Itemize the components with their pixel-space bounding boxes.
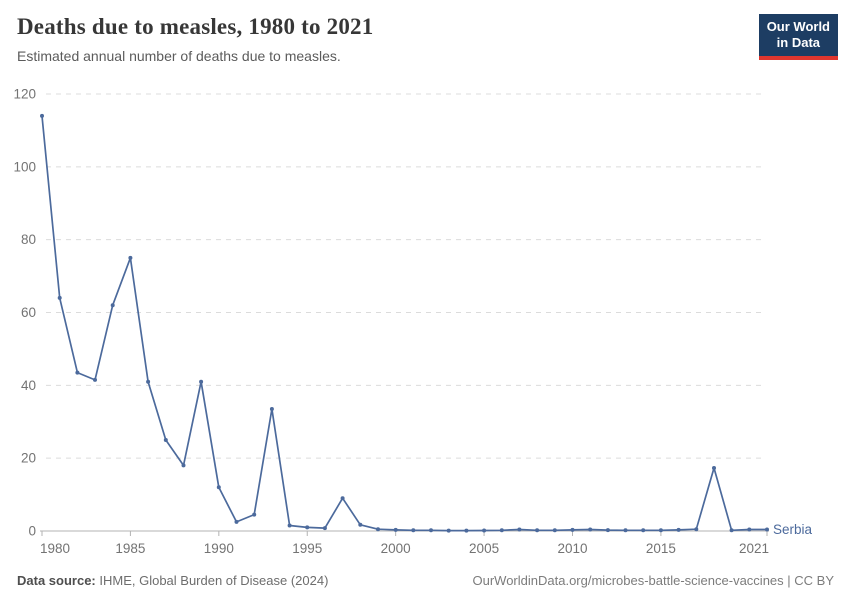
x-axis-tick-label: 1980 [40, 541, 70, 556]
y-axis-tick-label: 80 [21, 232, 36, 247]
data-point[interactable] [252, 512, 257, 517]
data-point[interactable] [552, 528, 557, 533]
data-source-text: IHME, Global Burden of Disease (2024) [95, 573, 329, 588]
chart-header: Deaths due to measles, 1980 to 2021 Esti… [17, 14, 757, 64]
data-point[interactable] [676, 527, 681, 532]
chart-footer: Data source: IHME, Global Burden of Dise… [0, 573, 850, 588]
data-point[interactable] [199, 379, 204, 384]
data-point[interactable] [216, 485, 221, 490]
data-point[interactable] [128, 255, 133, 260]
data-point[interactable] [517, 527, 522, 532]
data-source-note: Data source: IHME, Global Burden of Dise… [17, 573, 328, 588]
data-point[interactable] [358, 522, 363, 527]
x-axis-tick-label: 1985 [115, 541, 145, 556]
data-point[interactable] [429, 528, 433, 533]
data-point[interactable] [712, 466, 716, 470]
entity-label-serbia[interactable]: Serbia [773, 522, 813, 537]
data-point[interactable] [765, 527, 769, 532]
y-axis-tick-label: 40 [21, 378, 36, 393]
x-axis-tick-label: 2005 [469, 541, 499, 556]
y-axis-tick-label: 120 [13, 87, 36, 102]
data-point[interactable] [376, 527, 380, 532]
chart-subtitle: Estimated annual number of deaths due to… [17, 48, 341, 64]
y-axis-tick-label: 0 [28, 524, 36, 539]
data-point[interactable] [641, 528, 646, 533]
chart-title: Deaths due to measles, 1980 to 2021 [17, 14, 374, 39]
x-axis-tick-label: 1995 [292, 541, 322, 556]
x-axis-tick-label: 2021 [739, 541, 769, 556]
data-point[interactable] [163, 438, 168, 442]
data-point[interactable] [588, 527, 593, 532]
owid-logo-line1: Our World [766, 19, 830, 34]
x-axis-tick-label: 1990 [204, 541, 234, 556]
data-point[interactable] [729, 528, 734, 533]
data-point[interactable] [446, 528, 451, 533]
x-axis-tick-label: 2000 [381, 541, 411, 556]
y-axis-tick-label: 100 [13, 159, 36, 174]
data-source-label: Data source: [17, 573, 96, 588]
data-point[interactable] [305, 525, 310, 530]
data-point[interactable] [694, 527, 699, 532]
data-point[interactable] [499, 528, 504, 533]
license-credit[interactable]: OurWorldinData.org/microbes-battle-scien… [472, 573, 835, 588]
x-axis-tick-label: 2010 [557, 541, 587, 556]
data-point[interactable] [623, 528, 628, 533]
data-point[interactable] [110, 303, 115, 308]
data-point[interactable] [393, 527, 398, 532]
y-axis-tick-label: 20 [21, 451, 36, 466]
data-point[interactable] [658, 528, 663, 533]
owid-logo-line2: in Data [776, 35, 821, 51]
data-point[interactable] [605, 528, 610, 533]
owid-logo[interactable]: Our World in Data [758, 14, 838, 60]
data-point[interactable] [57, 295, 62, 300]
data-point[interactable] [411, 528, 416, 533]
data-point[interactable] [40, 113, 44, 118]
data-point[interactable] [322, 526, 327, 531]
data-point[interactable] [747, 527, 752, 532]
data-point[interactable] [93, 377, 97, 382]
data-point[interactable] [234, 519, 239, 524]
data-point[interactable] [570, 527, 575, 532]
data-point[interactable] [146, 379, 151, 384]
data-point[interactable] [535, 528, 540, 533]
data-point[interactable] [464, 528, 469, 533]
data-point[interactable] [287, 523, 292, 528]
data-point[interactable] [181, 463, 186, 468]
y-axis-tick-label: 60 [21, 305, 36, 320]
data-point[interactable] [75, 370, 80, 375]
data-line-serbia[interactable] [41, 115, 768, 532]
data-point[interactable] [340, 496, 345, 501]
x-axis-tick-label: 2015 [646, 541, 676, 556]
data-point[interactable] [269, 407, 274, 411]
data-point[interactable] [482, 528, 487, 533]
